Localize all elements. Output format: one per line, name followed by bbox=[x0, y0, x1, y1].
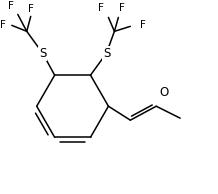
Text: F: F bbox=[119, 3, 125, 13]
Text: S: S bbox=[103, 47, 110, 60]
Text: F: F bbox=[140, 20, 146, 30]
Text: F: F bbox=[28, 4, 34, 14]
Text: S: S bbox=[39, 47, 46, 60]
Text: F: F bbox=[0, 20, 6, 30]
Text: F: F bbox=[8, 1, 14, 11]
Text: O: O bbox=[160, 86, 169, 99]
Text: F: F bbox=[97, 3, 103, 13]
